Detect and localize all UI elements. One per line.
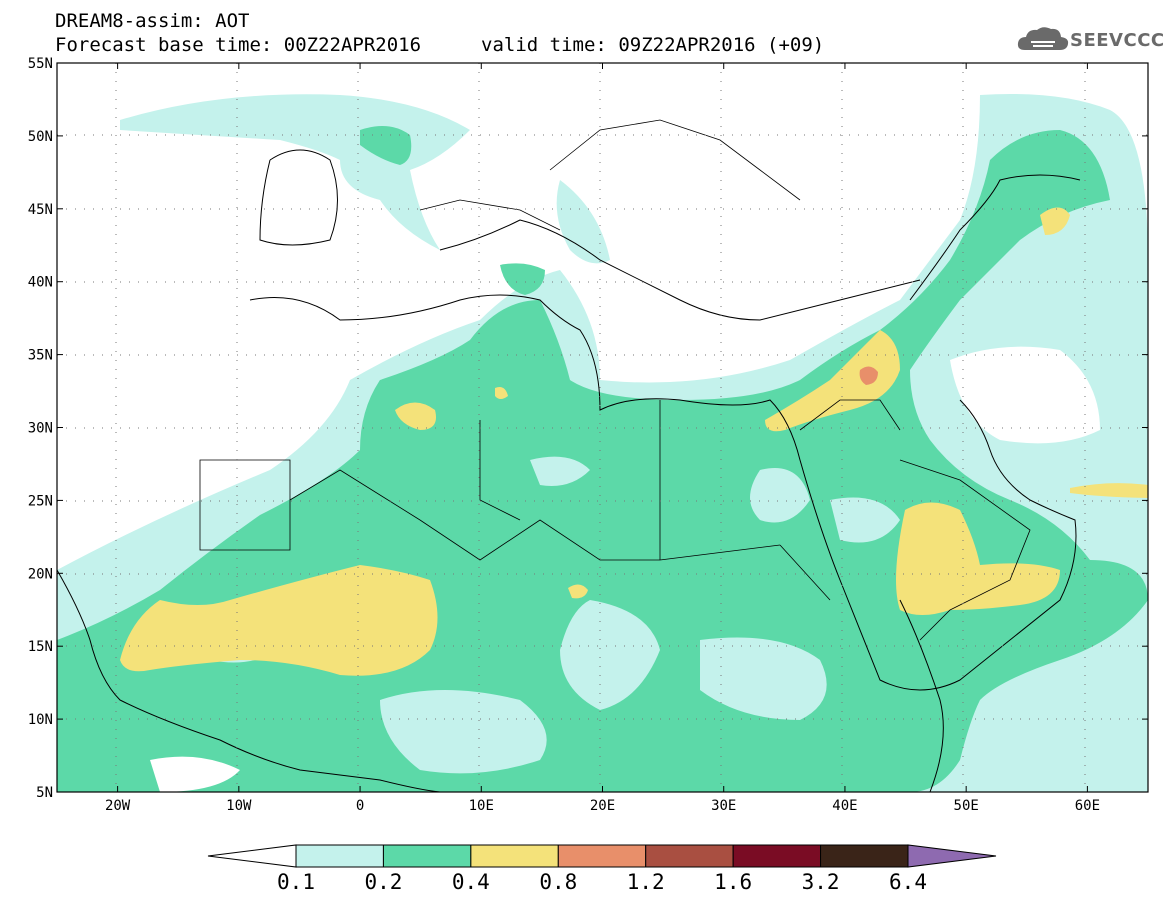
lon-label-40E: 40E xyxy=(832,798,857,814)
aot-band-0.8 xyxy=(859,366,878,385)
colorbar-label: 3.2 xyxy=(801,870,840,894)
lat-label-45N: 45N xyxy=(28,202,53,218)
colorbar-label: 6.4 xyxy=(889,870,927,894)
lat-label-10N: 10N xyxy=(28,712,53,728)
lon-label-30E: 30E xyxy=(711,798,736,814)
colorbar-label: 0.2 xyxy=(364,870,403,894)
graticule xyxy=(57,63,1148,792)
colorbar-label: 1.6 xyxy=(714,870,753,894)
lat-label-20N: 20N xyxy=(28,566,53,582)
logo-text: SEEVCCC xyxy=(1070,30,1165,51)
colorbar-segment xyxy=(295,844,384,868)
lat-label-50N: 50N xyxy=(28,129,53,145)
colorbar-under-arrow xyxy=(207,844,297,868)
colorbar-over-arrow xyxy=(907,844,997,868)
colorbar-segment xyxy=(820,844,909,868)
borders xyxy=(199,119,1031,641)
lon-label-50E: 50E xyxy=(954,798,979,814)
lon-label-60E: 60E xyxy=(1075,798,1100,814)
lon-axis-labels: 20W 10W 0 10E 20E 30E 40E 50E 60E xyxy=(105,798,1100,814)
aot-band-0.1-holes xyxy=(200,456,900,774)
aot-below-threshold xyxy=(57,290,1100,792)
coastlines xyxy=(57,149,1081,792)
lat-label-25N: 25N xyxy=(28,493,53,509)
map-subtitle: Forecast base time: 00Z22APR2016 valid ti… xyxy=(55,34,824,56)
lat-label-30N: 30N xyxy=(28,421,53,437)
colorbar-segment xyxy=(382,844,472,868)
colorbar-segment xyxy=(645,844,734,868)
lon-label-20W: 20W xyxy=(105,798,131,814)
map-title: DREAM8-assim: AOT xyxy=(55,10,250,32)
base-time: Forecast base time: 00Z22APR2016 xyxy=(55,34,422,56)
colorbar-label: 0.1 xyxy=(277,870,315,894)
lat-label-35N: 35N xyxy=(28,348,53,364)
lon-label-0: 0 xyxy=(356,798,364,814)
colorbar-segment xyxy=(732,844,822,868)
valid-time: valid time: 09Z22APR2016 (+09) xyxy=(481,34,825,56)
lat-label-15N: 15N xyxy=(28,639,53,655)
lon-label-10E: 10E xyxy=(469,798,494,814)
aot-field xyxy=(57,63,1148,792)
axis-tick-marks xyxy=(57,62,1148,793)
colorbar xyxy=(207,844,997,868)
lat-label-40N: 40N xyxy=(28,275,53,291)
lon-label-10W: 10W xyxy=(226,798,252,814)
cloud-icon xyxy=(1017,27,1069,50)
colorbar-label: 1.2 xyxy=(626,870,665,894)
lat-label-5N: 5N xyxy=(36,785,53,801)
lat-label-55N: 55N xyxy=(28,56,53,72)
colorbar-segment xyxy=(470,844,559,868)
lat-axis-labels: 5N 10N 15N 20N 25N 30N 35N 40N 45N 50N 55N xyxy=(28,56,53,801)
colorbar-label: 0.4 xyxy=(451,870,490,894)
lon-label-20E: 20E xyxy=(590,798,615,814)
colorbar-label: 0.8 xyxy=(539,870,578,894)
colorbar-segment xyxy=(557,844,647,868)
